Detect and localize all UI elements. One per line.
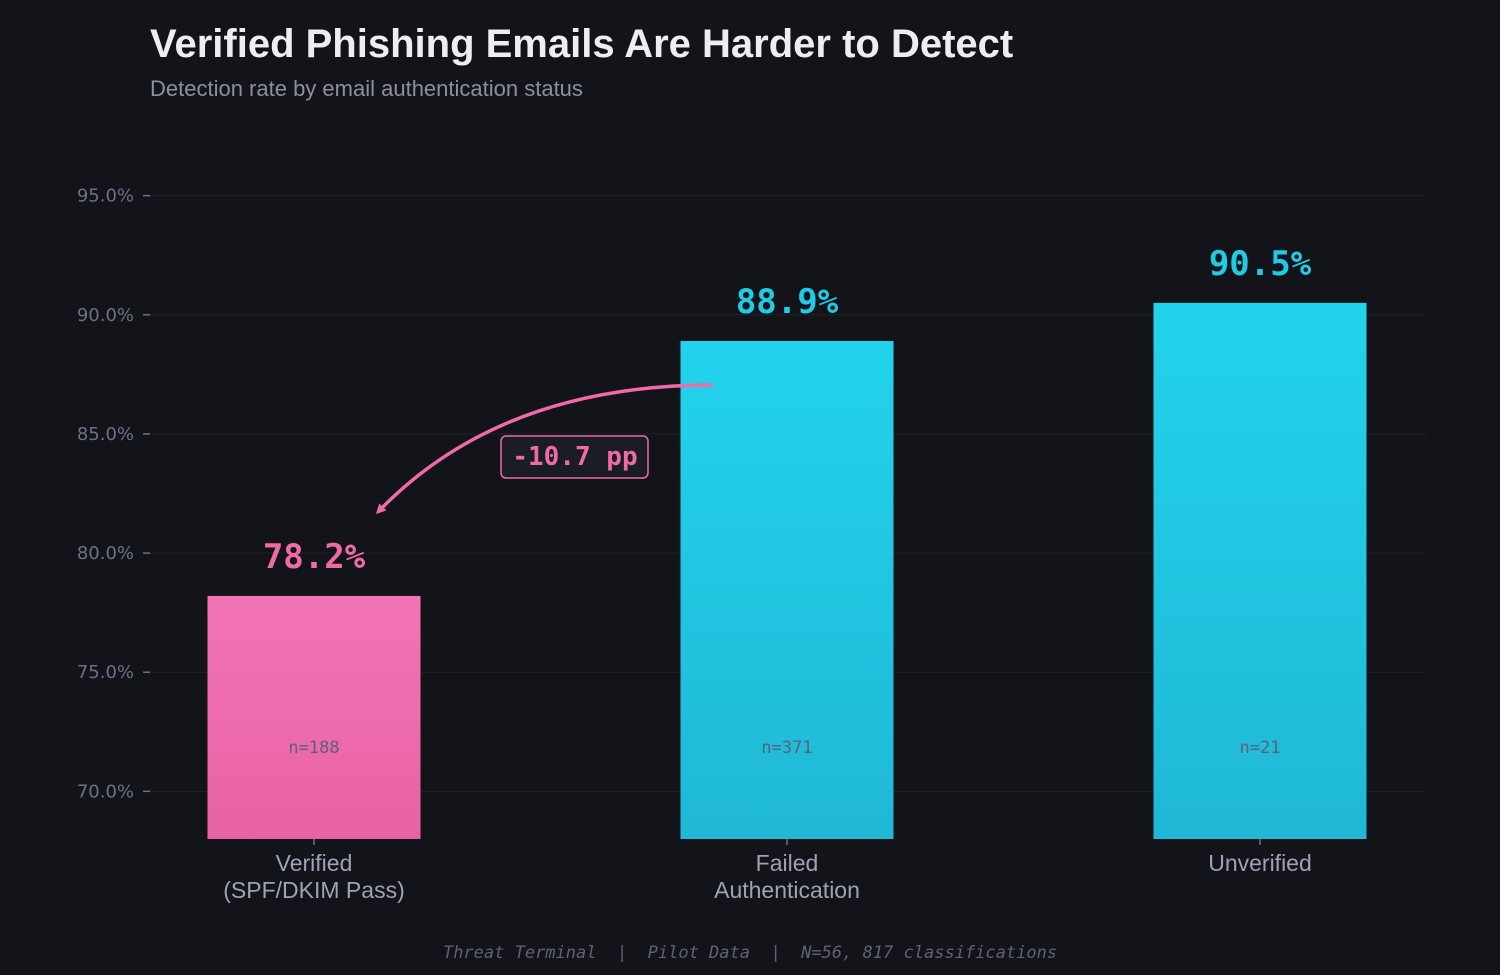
chart-title: Verified Phishing Emails Are Harder to D… — [150, 22, 1014, 66]
x-tick-label: Unverified — [1208, 850, 1312, 876]
bar-value-label: 78.2% — [263, 537, 366, 577]
y-tick-label: 70.0% — [77, 781, 134, 802]
y-tick-label: 85.0% — [77, 424, 134, 445]
y-tick-label: 90.0% — [77, 305, 134, 326]
footer-caption: Threat Terminal | Pilot Data | N=56, 817… — [442, 943, 1058, 963]
sample-size-label: n=371 — [761, 738, 812, 758]
bar — [680, 341, 894, 839]
y-tick-label: 75.0% — [77, 662, 134, 683]
difference-label: -10.7 pp — [512, 442, 637, 472]
difference-arrow — [375, 383, 714, 515]
y-tick-label: 95.0% — [77, 186, 134, 207]
sample-size-label: n=188 — [288, 738, 339, 758]
bar — [207, 595, 421, 839]
y-tick-label: 80.0% — [77, 543, 134, 564]
chart-subtitle: Detection rate by email authentication s… — [150, 76, 583, 101]
sample-size-label: n=21 — [1240, 738, 1281, 758]
x-tick-label: Verified (SPF/DKIM Pass) — [223, 850, 404, 903]
bar-value-label: 90.5% — [1209, 244, 1312, 284]
bar — [1153, 302, 1367, 840]
bar-value-label: 88.9% — [736, 282, 839, 322]
difference-label-box — [500, 435, 649, 479]
x-tick-label: Failed Authentication — [714, 850, 860, 903]
